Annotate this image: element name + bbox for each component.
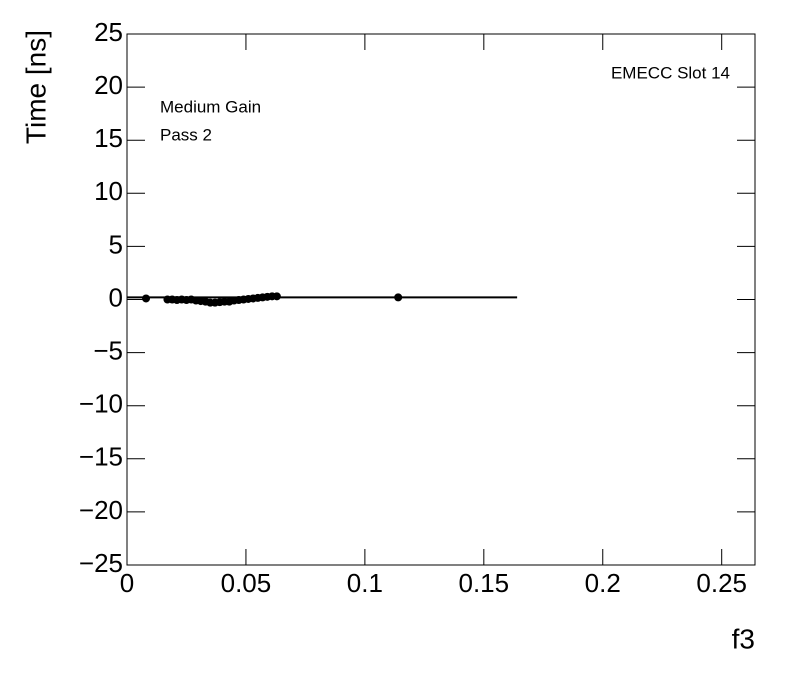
y-tick-label: 0 bbox=[109, 282, 123, 312]
x-tick-label: 0.15 bbox=[459, 568, 510, 598]
y-axis-label: Time [ns] bbox=[20, 30, 51, 144]
y-tick-label: −15 bbox=[79, 442, 123, 472]
y-tick-label: −10 bbox=[79, 389, 123, 419]
y-tick-label: 15 bbox=[94, 123, 123, 153]
y-tick-label: 25 bbox=[94, 17, 123, 47]
point bbox=[394, 293, 403, 302]
y-tick-label: 10 bbox=[94, 176, 123, 206]
y-tick-label: 5 bbox=[109, 229, 123, 259]
annotation: EMECC Slot 14 bbox=[611, 63, 730, 82]
x-tick-label: 0 bbox=[120, 568, 134, 598]
x-tick-label: 0.05 bbox=[221, 568, 272, 598]
y-tick-label: −5 bbox=[93, 335, 123, 365]
annotation: Pass 2 bbox=[160, 125, 212, 144]
y-tick-label: −20 bbox=[79, 495, 123, 525]
x-tick-label: 0.1 bbox=[347, 568, 383, 598]
annotation: Medium Gain bbox=[160, 97, 261, 116]
point bbox=[142, 294, 151, 303]
x-tick-label: 0.2 bbox=[585, 568, 621, 598]
x-tick-label: 0.25 bbox=[696, 568, 747, 598]
y-tick-label: −25 bbox=[79, 548, 123, 578]
x-axis-label: f3 bbox=[732, 623, 755, 654]
y-tick-label: 20 bbox=[94, 70, 123, 100]
point bbox=[272, 292, 281, 301]
